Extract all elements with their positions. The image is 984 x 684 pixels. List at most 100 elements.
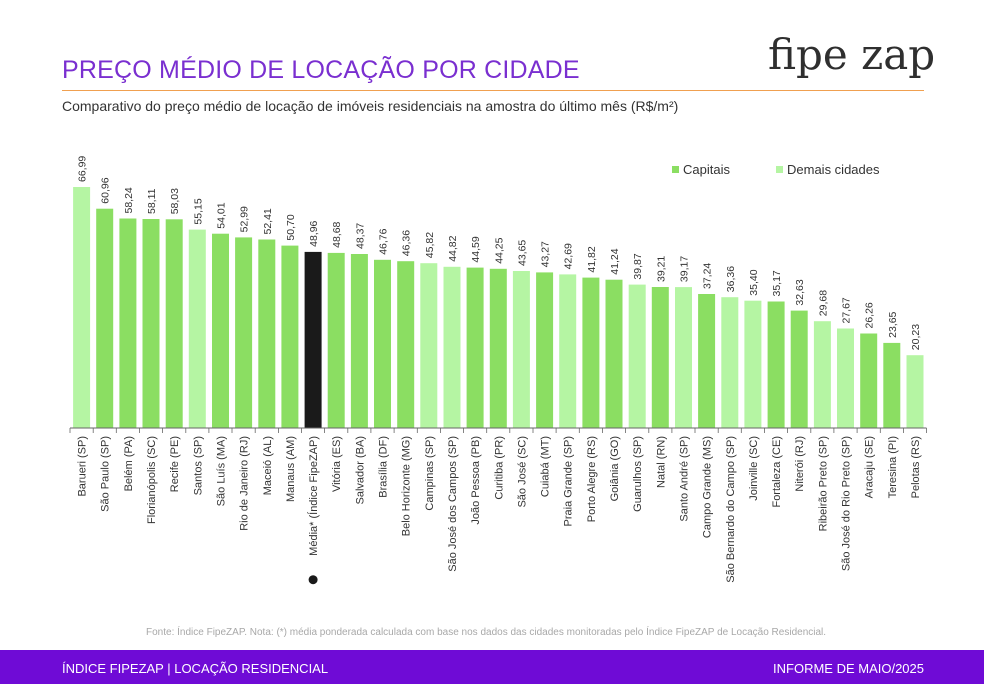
category-label-2: Belém (PA) [123, 436, 135, 491]
bar-value-label-7: 52,99 [239, 206, 251, 232]
category-label-29: Joinville (SC) [748, 436, 760, 501]
footnote: Fonte: Índice FipeZAP. Nota: (*) média p… [146, 627, 827, 638]
bar-13 [374, 259, 391, 428]
bar-value-label-15: 45,82 [424, 232, 436, 258]
bar-28 [721, 297, 739, 428]
bar-value-label-13: 46,76 [378, 228, 390, 254]
category-label-4: Recife (PE) [169, 436, 181, 492]
bar-value-label-4: 58,03 [169, 188, 181, 214]
bar-35 [883, 342, 901, 428]
bar-7 [235, 237, 253, 428]
bar-value-label-14: 46,36 [401, 230, 413, 256]
bar-19 [512, 271, 530, 428]
category-label-36: Pelotas (RS) [910, 436, 922, 498]
legend-label-capitais: Capitais [683, 162, 730, 177]
category-label-11: Vitória (ES) [331, 436, 343, 492]
bar-value-label-2: 58,24 [123, 187, 135, 213]
logo-zap: zap [861, 30, 936, 79]
chart-subtitle: Comparativo do preço médio de locação de… [62, 98, 679, 114]
bar-18 [489, 268, 507, 428]
bar-4 [165, 219, 183, 428]
bar-29 [744, 300, 762, 428]
header-divider [62, 90, 924, 91]
category-label-30: Fortaleza (CE) [771, 436, 783, 508]
fipezap-logo: fipe zap [768, 30, 935, 79]
bar-value-label-1: 60,96 [100, 177, 112, 203]
category-label-19: São José (SC) [516, 436, 528, 508]
bar-20 [536, 272, 554, 428]
category-label-22: Porto Alegre (RS) [586, 436, 598, 522]
category-label-3: Florianópolis (SC) [146, 436, 158, 524]
bar-value-label-8: 52,41 [262, 208, 274, 234]
bar-value-label-36: 20,23 [910, 324, 922, 350]
category-label-9: Manaus (AM) [285, 436, 297, 502]
bar-36 [906, 355, 924, 428]
legend-swatch-capitais [672, 166, 679, 173]
bar-value-label-9: 50,70 [285, 214, 297, 240]
bar-value-label-20: 43,27 [540, 241, 552, 267]
category-label-12: Salvador (BA) [354, 436, 366, 504]
category-label-1: São Paulo (SP) [100, 436, 112, 512]
bar-value-label-35: 23,65 [887, 311, 899, 337]
legend-swatch-demais [776, 166, 783, 173]
bar-10 [304, 251, 322, 428]
bar-value-label-26: 39,17 [679, 256, 691, 282]
bar-17 [466, 267, 484, 428]
bar-value-label-11: 48,68 [331, 221, 343, 247]
bar-31 [790, 310, 808, 428]
bar-value-label-12: 48,37 [354, 223, 366, 249]
category-label-23: Goiânia (GO) [609, 436, 621, 501]
category-label-20: Cuiabá (MT) [540, 436, 552, 497]
category-label-18: Curitiba (PR) [493, 436, 505, 500]
footer-right-text: INFORME DE MAIO/2025 [773, 661, 924, 676]
bar-27 [698, 294, 716, 428]
bar-16 [443, 266, 461, 428]
category-label-35: Teresina (PI) [887, 436, 899, 498]
bar-value-label-22: 41,82 [586, 246, 598, 272]
bar-value-label-34: 26,26 [864, 302, 876, 328]
bar-chart: 66,99 Barueri (SP) 60,96 São Paulo (SP) 58,2… [69, 156, 927, 585]
bar-25 [651, 287, 669, 428]
bar-0 [73, 187, 91, 428]
bar-value-label-27: 37,24 [702, 263, 714, 289]
bar-34 [860, 333, 878, 428]
bar-21 [559, 274, 577, 428]
category-label-28: São Bernardo do Campo (SP) [725, 436, 737, 583]
bar-5 [188, 229, 206, 428]
bar-value-label-5: 55,15 [192, 198, 204, 224]
category-label-13: Brasília (DF) [378, 436, 390, 498]
category-label-25: Natal (RN) [655, 436, 667, 488]
bar-23 [605, 279, 623, 428]
bar-value-label-18: 44,25 [493, 237, 505, 263]
category-label-14: Belo Horizonte (MG) [401, 436, 413, 536]
bar-11 [327, 252, 345, 428]
category-label-24: Guarulhos (SP) [632, 436, 644, 512]
bar-3 [142, 219, 160, 428]
bar-value-label-30: 35,17 [771, 270, 783, 296]
bar-2 [119, 218, 137, 428]
bar-value-label-21: 42,69 [563, 243, 575, 269]
category-label-7: Rio de Janeiro (RJ) [239, 436, 251, 531]
bar-24 [628, 284, 646, 428]
bar-value-label-28: 36,36 [725, 266, 737, 292]
bar-value-label-3: 58,11 [146, 188, 158, 214]
bar-value-label-32: 29,68 [817, 290, 829, 316]
category-label-17: João Pessoa (PB) [470, 436, 482, 525]
category-label-26: Santo André (SP) [679, 436, 691, 522]
category-label-10: Média* (Índice FipeZAP) [307, 436, 320, 556]
bar-value-label-10: 48,96 [308, 220, 320, 246]
bar-value-label-33: 27,67 [841, 297, 853, 323]
category-label-33: São José do Rio Preto (SP) [841, 436, 853, 571]
bar-value-label-0: 66,99 [77, 156, 89, 182]
category-label-16: São José dos Campos (SP) [447, 436, 459, 572]
bar-value-label-19: 43,65 [516, 240, 528, 266]
category-label-32: Ribeirão Preto (SP) [817, 436, 829, 531]
category-label-31: Niterói (RJ) [794, 436, 806, 492]
logo-fipe: fipe [768, 30, 848, 79]
category-label-15: Campinas (SP) [424, 436, 436, 511]
bar-15 [420, 263, 438, 428]
bar-26 [675, 287, 692, 428]
media-marker-dot [308, 575, 318, 585]
bar-30 [767, 301, 785, 428]
bar-8 [258, 239, 276, 428]
